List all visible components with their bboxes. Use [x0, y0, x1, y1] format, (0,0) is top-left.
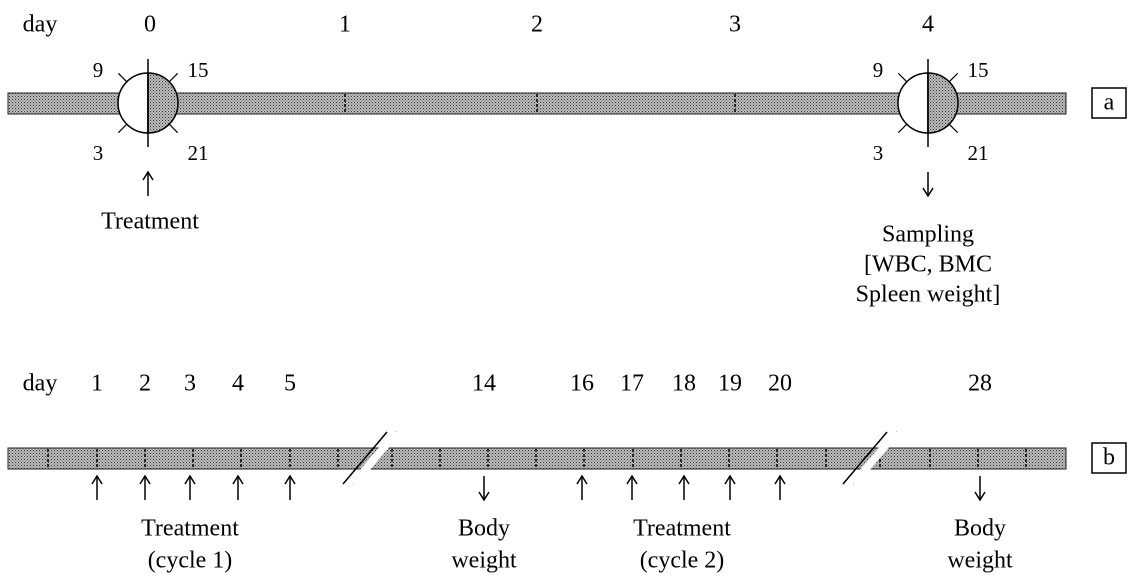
clock-tick [117, 123, 128, 134]
clock-label: 3 [873, 141, 884, 165]
day-number: 28 [968, 371, 992, 397]
clock-tick [117, 72, 128, 83]
clock-tick [948, 123, 959, 134]
arrow-head [974, 491, 986, 502]
event-label: weight [947, 548, 1013, 574]
panel-label: b [1103, 445, 1115, 471]
timeline-bar-a [7, 92, 1067, 115]
clock-left [897, 72, 929, 134]
arrow-head [184, 474, 196, 485]
event-label: weight [451, 548, 517, 574]
arrow-head [922, 187, 934, 198]
panel-box-b [1091, 442, 1127, 474]
event-label: Treatment [633, 516, 731, 542]
day-number: 16 [570, 371, 594, 397]
day-label: day [23, 12, 58, 38]
day-number: 18 [672, 371, 696, 397]
day-number: 4 [232, 371, 244, 397]
arrow-head [678, 474, 690, 485]
event-label: (cycle 1) [148, 548, 233, 574]
clock-label: 3 [93, 141, 104, 165]
clock-label: 21 [188, 141, 209, 165]
day-number: 2 [139, 371, 151, 397]
day-number: 1 [91, 371, 103, 397]
arrow-head [576, 474, 588, 485]
clock-label: 15 [188, 58, 209, 82]
day-number: 17 [620, 371, 644, 397]
day-number: 5 [284, 371, 296, 397]
event-label: (cycle 2) [640, 548, 725, 574]
day-number: 0 [144, 12, 156, 38]
event-label: Spleen weight] [856, 282, 1001, 308]
break-fill [348, 432, 402, 484]
arrow-head [232, 474, 244, 485]
timeline-bar-b [7, 447, 1067, 470]
break-fill [848, 432, 902, 484]
day-label: day [23, 371, 58, 397]
event-label: Sampling [882, 222, 974, 248]
arrow-head [774, 474, 786, 485]
day-number: 20 [768, 371, 792, 397]
panel-label: a [1104, 90, 1115, 116]
day-number: 3 [729, 12, 741, 38]
clock-tick [168, 72, 179, 83]
arrow-head [478, 491, 490, 502]
day-number: 4 [922, 12, 934, 38]
clock-label: 9 [873, 58, 884, 82]
event-label: [WBC, BMC [864, 252, 992, 278]
clock-label: 21 [968, 141, 989, 165]
clock-label: 9 [93, 58, 104, 82]
event-label: Body [458, 516, 510, 542]
day-number: 14 [472, 371, 496, 397]
clock-tick [168, 123, 179, 134]
arrow-head [91, 474, 103, 485]
event-label: Body [954, 516, 1006, 542]
day-number: 19 [718, 371, 742, 397]
clock-right [147, 72, 179, 134]
clock-right [927, 72, 959, 134]
event-label: Treatment [101, 209, 199, 235]
clock-left [117, 72, 149, 134]
panel-box-a [1091, 87, 1127, 119]
clock-tick [948, 72, 959, 83]
clock-tick [897, 72, 908, 83]
break-mark [342, 431, 388, 485]
clock-label: 15 [968, 58, 989, 82]
arrow-head [284, 474, 296, 485]
day-number: 3 [184, 371, 196, 397]
event-label: Treatment [141, 516, 239, 542]
clock-tick [897, 123, 908, 134]
arrow-head [626, 474, 638, 485]
arrow-head [142, 170, 154, 181]
day-number: 2 [531, 12, 543, 38]
arrow-head [139, 474, 151, 485]
break-mark [842, 431, 888, 485]
day-number: 1 [339, 12, 351, 38]
arrow-head [724, 474, 736, 485]
